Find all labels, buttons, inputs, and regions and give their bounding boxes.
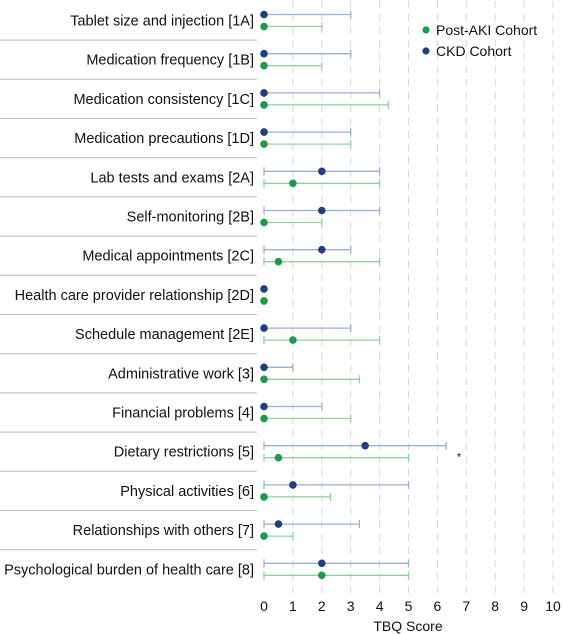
x-tick-label: 5 [405,598,413,614]
category-labels: Tablet size and injection [1A] Medication… [4,14,254,579]
row-separators [0,39,257,551]
point-post-aki [260,101,268,109]
point-post-aki [260,414,268,423]
point-ckd [318,245,326,254]
point-ckd [260,89,268,97]
point-ckd [318,559,326,568]
x-tick-label: 2 [318,598,326,614]
category-label: Health care provider relationship [2D] [15,288,254,304]
category-label: Physical activities [6] [120,484,254,500]
category-label: Tablet size and injection [1A] [70,14,254,30]
x-tick-label: 0 [260,598,268,614]
point-post-aki [289,336,297,344]
x-axis-ticks: 0 1 2 3 4 5 6 7 8 9 10 [260,598,561,614]
point-ckd [274,520,283,528]
x-tick-label: 1 [289,598,297,614]
legend: Post-AKI Cohort CKD Cohort [422,22,537,59]
category-label: Medical appointments [2C] [82,249,254,265]
point-ckd [289,481,297,489]
point-ckd [260,128,268,136]
legend-label-ckd: CKD Cohort [436,43,512,59]
point-post-aki [260,218,268,227]
point-ckd [260,285,268,293]
point-post-aki [274,257,283,266]
category-label: Medication frequency [1B] [86,53,254,69]
category-label: Lab tests and exams [2A] [90,170,254,186]
point-post-aki [260,140,268,148]
x-tick-label: 8 [491,598,499,614]
category-label: Medication precautions [1D] [74,131,254,147]
legend-marker-ckd [422,47,430,55]
point-ckd [260,49,268,58]
point-ckd [260,324,268,332]
point-ckd [361,441,369,450]
point-post-aki [260,22,268,31]
x-tick-label: 9 [520,598,528,614]
point-post-aki [274,453,283,462]
legend-marker-post-aki [422,26,430,34]
x-tick-label: 3 [347,598,355,614]
point-post-aki [260,61,268,70]
point-post-aki [289,179,297,188]
point-ckd [260,363,268,372]
x-axis-title: TBQ Score [373,618,442,634]
legend-label-post-aki: Post-AKI Cohort [436,22,537,38]
point-post-aki [260,375,268,384]
category-label: Relationships with others [7] [73,523,254,539]
point-post-aki [260,493,268,501]
x-tick-label: 7 [462,598,470,614]
point-post-aki [318,571,326,580]
median-points [260,10,369,580]
point-ckd [318,206,326,215]
category-label: Self-monitoring [2B] [127,210,254,226]
point-ckd [318,167,326,176]
grid-lines [292,1,554,594]
annotations: * [457,452,462,464]
significance-marker: * [457,452,462,464]
category-label: Medication consistency [1C] [73,92,254,108]
category-label: Psychological burden of health care [8] [4,562,254,578]
category-label: Financial problems [4] [112,406,254,422]
range-bars [263,10,447,580]
point-ckd [260,402,268,411]
x-tick-label: 10 [545,598,561,614]
x-tick-label: 4 [376,598,384,614]
category-label: Dietary restrictions [5] [114,445,254,461]
point-post-aki [260,532,268,540]
category-label: Schedule management [2E] [75,327,254,343]
category-label: Administrative work [3] [108,366,254,382]
x-tick-label: 6 [434,598,442,614]
point-post-aki [260,297,268,305]
point-ckd [260,10,268,19]
